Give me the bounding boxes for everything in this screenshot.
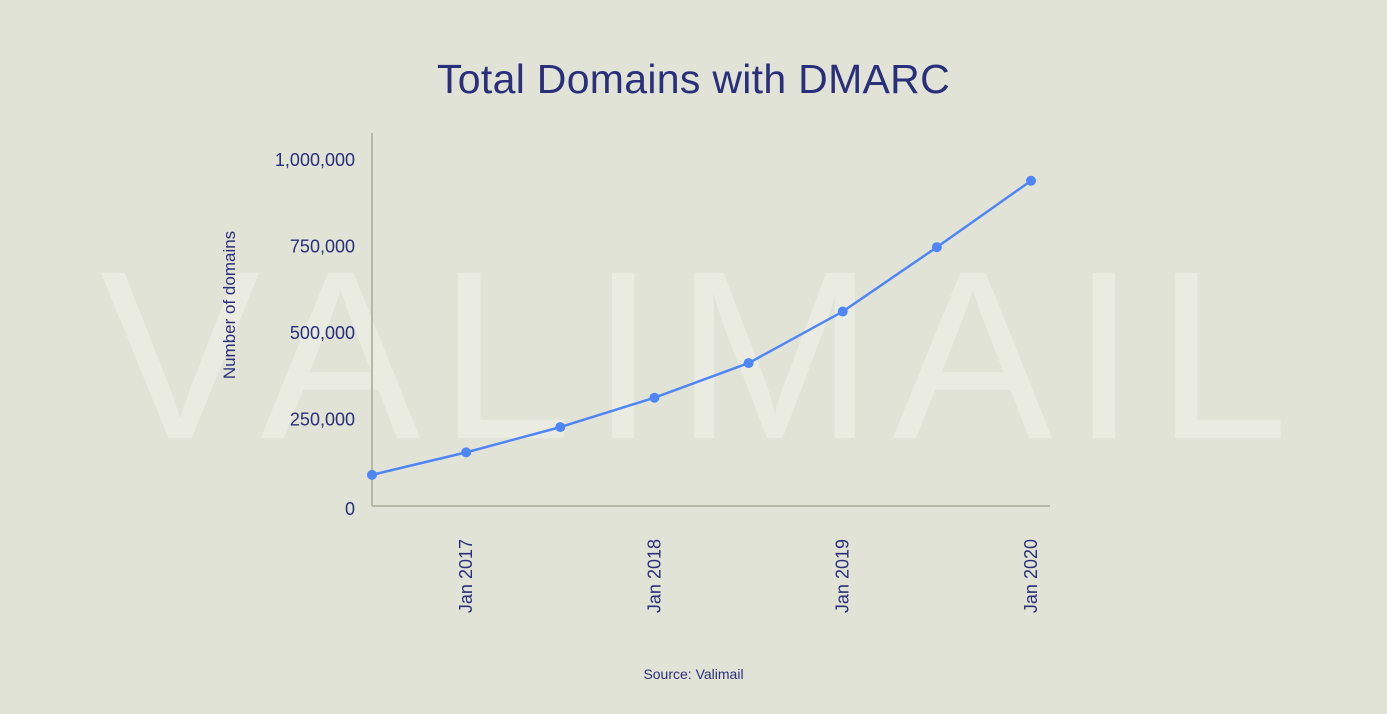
data-point xyxy=(743,358,754,369)
data-point xyxy=(649,392,660,403)
data-point xyxy=(931,242,942,253)
x-axis-ticks: Jan 2017 Jan 2018 Jan 2019 Jan 2020 xyxy=(456,539,1041,613)
y-tick-label: 1,000,000 xyxy=(275,150,355,170)
data-point xyxy=(837,306,848,317)
source-note: Source: Valimail xyxy=(643,666,744,682)
y-tick-label: 250,000 xyxy=(290,410,355,430)
series-group xyxy=(367,175,1036,480)
data-point xyxy=(1026,175,1036,186)
y-tick-label: 500,000 xyxy=(290,323,355,343)
chart-axes xyxy=(371,133,1050,507)
data-point xyxy=(461,447,472,458)
series-line xyxy=(371,179,1032,477)
x-tick-label: Jan 2017 xyxy=(456,539,476,613)
y-tick-label: 750,000 xyxy=(290,237,355,257)
x-tick-label: Jan 2020 xyxy=(1021,539,1041,613)
data-point xyxy=(367,469,377,480)
x-tick-label: Jan 2019 xyxy=(833,539,853,613)
x-tick-label: Jan 2018 xyxy=(644,539,664,613)
watermark-text: VALIMAIL xyxy=(100,221,1307,489)
y-axis-label: Number of domains xyxy=(220,231,239,379)
y-axis-ticks: 0 250,000 500,000 750,000 1,000,000 xyxy=(275,150,355,519)
data-point xyxy=(555,422,566,433)
chart-title: Total Domains with DMARC xyxy=(437,56,950,102)
y-tick-label: 0 xyxy=(345,499,355,519)
